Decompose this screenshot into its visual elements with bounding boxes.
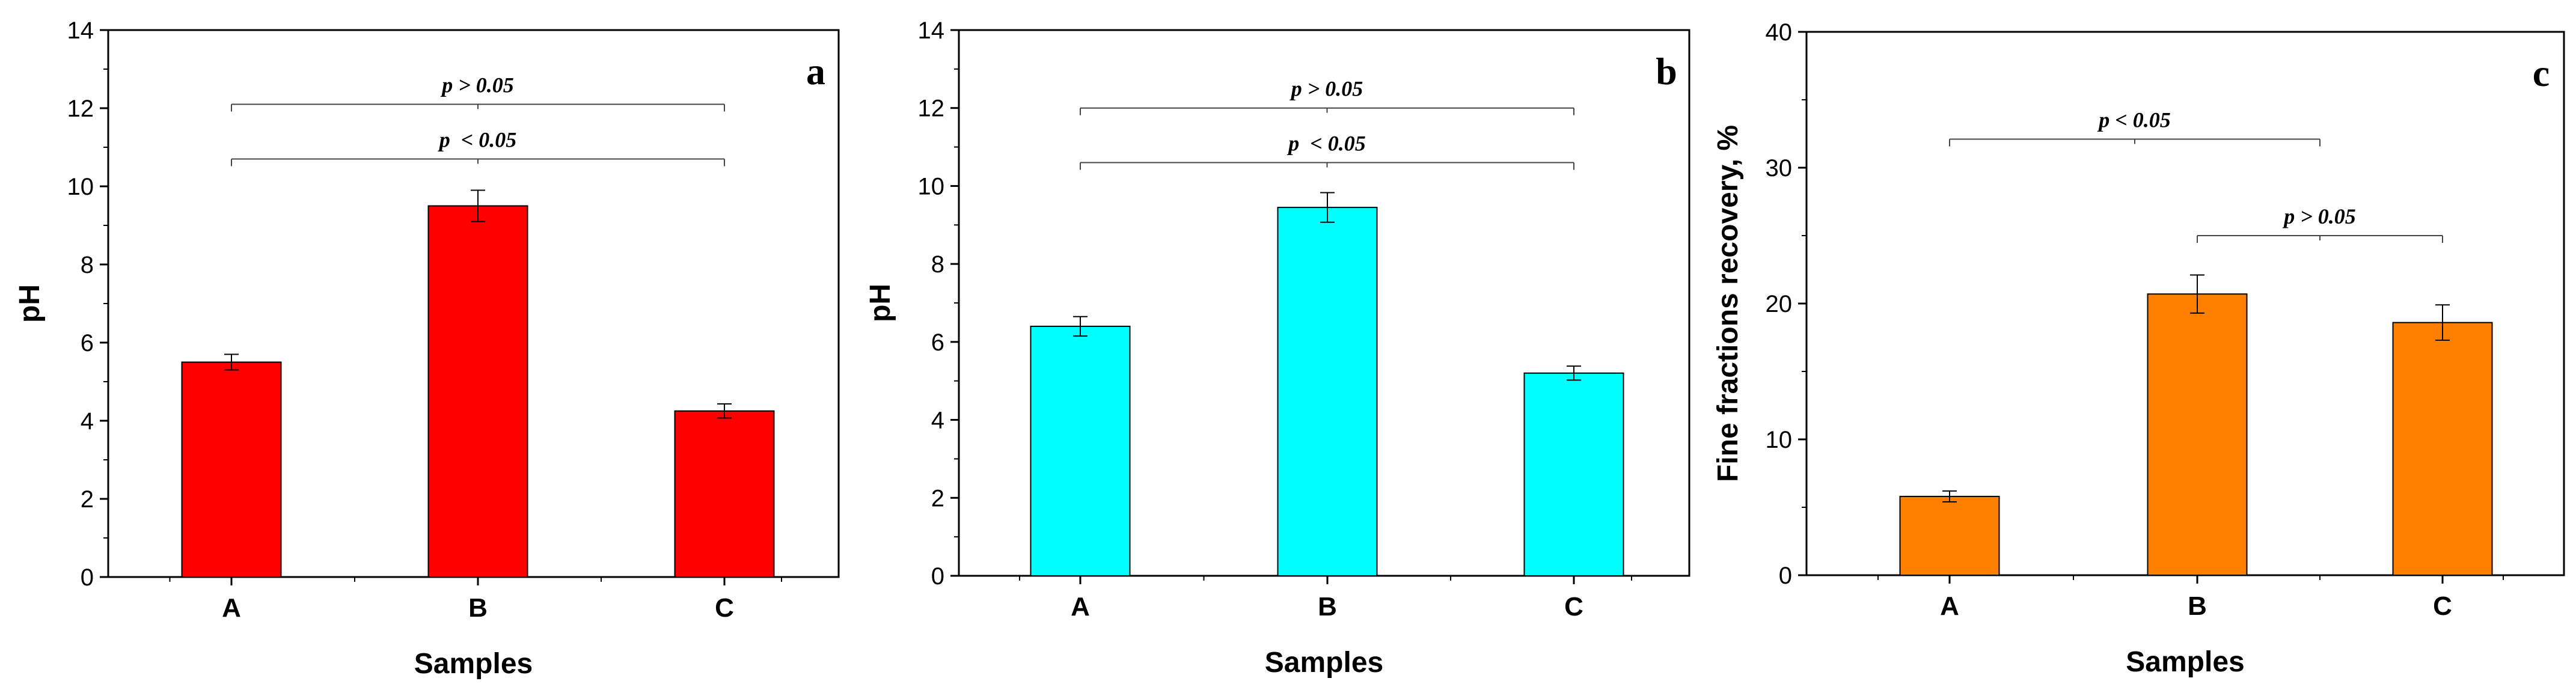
x-tick-label-B: B bbox=[1318, 592, 1337, 621]
x-tick-label-C: C bbox=[715, 593, 734, 623]
significance-bracket: p < 0.05 bbox=[231, 128, 725, 166]
chart-panel-c: 0 10 20 30 40 A B Cp < 0.05 p > 0.05 c Samples Fine… bbox=[1712, 19, 2565, 678]
y-tick-label: 2 bbox=[931, 485, 944, 511]
significance-label: p > 0.05 bbox=[440, 73, 514, 97]
panel-letter: c bbox=[2533, 52, 2550, 94]
x-tick-label-B: B bbox=[468, 593, 488, 623]
x-tick-label-C: C bbox=[1564, 592, 1583, 621]
significance-label: p > 0.05 bbox=[1290, 77, 1363, 101]
y-tick-label: 14 bbox=[918, 17, 945, 44]
significance-label: p > 0.05 bbox=[2282, 204, 2356, 228]
bar-C bbox=[1523, 372, 1624, 576]
bar-C bbox=[674, 410, 775, 578]
x-axis-title: Samples bbox=[2126, 646, 2244, 678]
y-tick-label: 6 bbox=[81, 330, 94, 356]
y-tick-label: 4 bbox=[81, 408, 94, 435]
y-tick-label: 0 bbox=[931, 563, 944, 590]
x-tick-label-A: A bbox=[1071, 592, 1090, 621]
y-tick-label: 14 bbox=[67, 17, 94, 44]
y-tick-label: 12 bbox=[67, 96, 94, 122]
bar-A bbox=[1030, 325, 1131, 577]
x-axis-title: Samples bbox=[1265, 647, 1383, 679]
bar-A bbox=[181, 361, 282, 578]
bar-A bbox=[1899, 495, 2000, 576]
bar-B bbox=[427, 205, 528, 578]
significance-bracket: p < 0.05 bbox=[1949, 108, 2321, 147]
y-tick-label: 4 bbox=[931, 408, 944, 434]
panel-letter: b bbox=[1656, 50, 1677, 93]
panel-letter: a bbox=[806, 50, 825, 93]
y-axis-title: pH bbox=[14, 284, 46, 323]
significance-bracket: p > 0.05 bbox=[231, 73, 725, 112]
chart-panel-a: 0 2 4 6 8 10 12 14 A B Cp > 0.05 p < 0.05 a Samples pH bbox=[14, 17, 840, 680]
y-tick-label: 8 bbox=[931, 251, 944, 278]
x-tick-label-A: A bbox=[222, 593, 241, 623]
significance-label: p < 0.05 bbox=[1286, 132, 1366, 156]
y-tick-label: 40 bbox=[1766, 19, 1793, 46]
bar-B bbox=[2147, 293, 2248, 576]
y-axis-title: Fine fractions recovery, % bbox=[1712, 125, 1744, 482]
y-tick-label: 6 bbox=[931, 329, 944, 356]
significance-bracket: p > 0.05 bbox=[2197, 204, 2443, 243]
y-tick-label: 10 bbox=[67, 174, 94, 200]
bar-B bbox=[1277, 207, 1378, 577]
y-tick-label: 20 bbox=[1766, 291, 1793, 317]
x-tick-label-B: B bbox=[2188, 591, 2207, 621]
y-tick-label: 30 bbox=[1766, 155, 1793, 182]
y-tick-label: 8 bbox=[81, 252, 94, 278]
y-tick-label: 0 bbox=[1779, 563, 1792, 589]
x-tick-label-A: A bbox=[1940, 591, 1959, 621]
significance-bracket: p < 0.05 bbox=[1080, 132, 1574, 170]
bar-C bbox=[2392, 322, 2493, 576]
y-tick-label: 10 bbox=[1766, 427, 1793, 453]
significance-bracket: p > 0.05 bbox=[1080, 77, 1574, 115]
y-tick-label: 0 bbox=[81, 564, 94, 591]
significance-label: p < 0.05 bbox=[438, 128, 517, 152]
significance-label: p < 0.05 bbox=[2097, 108, 2171, 132]
y-tick-label: 2 bbox=[81, 486, 94, 513]
y-tick-label: 12 bbox=[918, 96, 945, 122]
x-tick-label-C: C bbox=[2433, 591, 2452, 621]
chart-panel-b: 0 2 4 6 8 10 12 14 A B Cp > 0.05 p < 0.05 b Samples pH bbox=[864, 17, 1690, 679]
x-axis-title: Samples bbox=[414, 648, 533, 680]
y-axis-title: pH bbox=[864, 284, 896, 322]
y-tick-label: 10 bbox=[918, 173, 945, 200]
